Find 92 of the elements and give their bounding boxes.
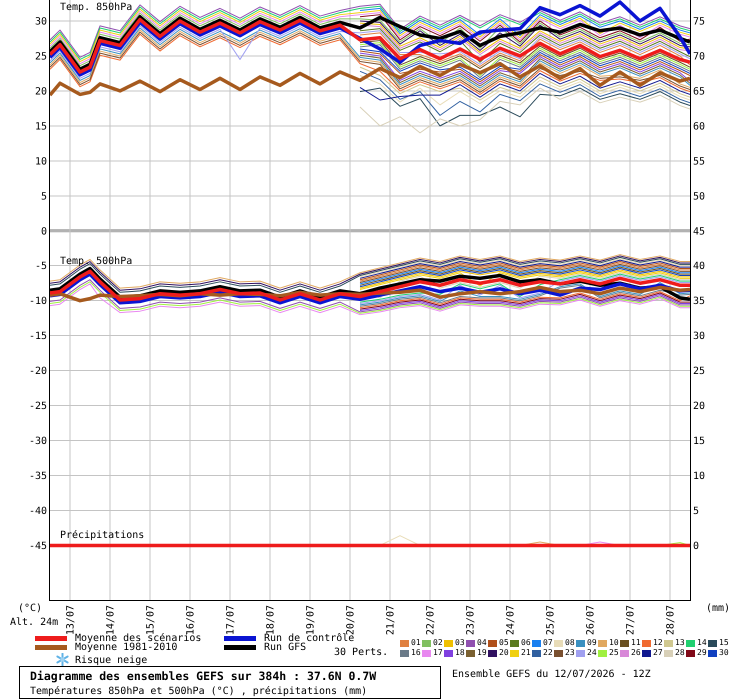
y2-tick-label: 25 — [693, 366, 706, 378]
legend-label: 26 — [631, 648, 641, 657]
legend-label: 24 — [587, 648, 597, 657]
x-tick-label: 28/07 — [665, 605, 676, 636]
legend-label: 27 — [653, 648, 663, 657]
legend-label: 09 — [587, 638, 597, 647]
y-tick-label: -45 — [28, 540, 47, 552]
y2-axis-title: (mm) — [706, 603, 730, 614]
y2-tick-label: 75 — [693, 16, 706, 28]
legend-label: 01 — [411, 638, 421, 647]
y2-tick-label: 10 — [693, 471, 706, 482]
text: Températures 850hPa et 500hPa (°C) , précipitations (mm) — [30, 686, 368, 697]
x-tick-label: 22/07 — [425, 605, 436, 636]
text: Ensemble GEFS du 12/07/2026 - 12Z — [452, 669, 651, 680]
x-tick-label: 24/07 — [505, 605, 516, 636]
y2-tick-label: 15 — [693, 436, 706, 448]
legend-label: 30 — [719, 648, 729, 657]
y-tick-label: -10 — [28, 296, 47, 308]
y-tick-label: 20 — [34, 86, 47, 98]
y-tick-label: -30 — [28, 436, 47, 448]
legend-label: 25 — [609, 648, 619, 657]
x-tick-label: 27/07 — [625, 605, 636, 636]
y-tick-label: -20 — [28, 366, 47, 378]
legend-label: 29 — [697, 648, 707, 657]
y2-tick-label: 0 — [693, 540, 700, 552]
legend-label: 05 — [499, 638, 509, 647]
x-tick-label: 25/07 — [545, 605, 556, 636]
legend-label: 08 — [565, 638, 575, 647]
annotation: Temp. 500hPa — [60, 256, 132, 267]
x-tick-label: 21/07 — [385, 605, 396, 636]
legend-label: 16 — [411, 648, 421, 657]
x-tick-label: 13/07 — [65, 605, 76, 636]
legend-label: 19 — [477, 648, 487, 657]
legend-label: 03 — [455, 638, 465, 647]
y-tick-label: -40 — [28, 506, 47, 517]
annotation: Temp. 850hPa — [60, 2, 132, 13]
x-tick-label: 23/07 — [465, 605, 476, 636]
text: Diagramme des ensembles GEFS sur 384h : 37.6N 0.7W — [30, 669, 376, 683]
legend-label: 11 — [631, 638, 641, 647]
y-tick-label: 0 — [40, 226, 47, 238]
annotation: Précipitations — [60, 530, 144, 541]
y2-tick-label: 55 — [693, 156, 706, 168]
legend-label: 06 — [521, 638, 531, 647]
legend-label: Moyenne des scénarios — [75, 633, 202, 644]
legend-label: 17 — [433, 648, 443, 657]
y2-tick-label: 20 — [693, 401, 706, 412]
legend-label: 12 — [653, 638, 663, 647]
y-tick-label: -35 — [28, 471, 47, 482]
y-tick-label: 5 — [40, 191, 47, 202]
y2-tick-label: 50 — [693, 191, 706, 202]
x-tick-label: 16/07 — [185, 605, 196, 636]
legend-label: 15 — [719, 638, 729, 647]
y2-tick-label: 5 — [693, 506, 700, 517]
y-tick-label: 15 — [34, 121, 47, 132]
legend-label: 13 — [675, 638, 685, 647]
y2-tick-label: 65 — [693, 86, 706, 98]
y2-tick-label: 30 — [693, 331, 706, 342]
y-tick-label: 10 — [34, 156, 47, 168]
legend-label: 04 — [477, 638, 487, 647]
y-tick-label: -15 — [28, 331, 47, 342]
legend-label: 02 — [433, 638, 443, 647]
x-tick-label: 19/07 — [305, 605, 316, 636]
legend-label: 28 — [675, 648, 685, 657]
legend-label: 20 — [499, 648, 509, 657]
y2-tick-label: 60 — [693, 121, 706, 132]
legend-label: 07 — [543, 638, 553, 647]
y2-tick-label: 45 — [693, 226, 706, 238]
text: 30 Perts. — [334, 647, 388, 658]
y-tick-label: 25 — [34, 51, 47, 62]
y2-tick-label: 35 — [693, 296, 706, 308]
text: Alt. 24m — [10, 617, 58, 628]
x-tick-label: 26/07 — [585, 605, 596, 636]
y2-tick-label: 40 — [693, 261, 706, 272]
x-tick-label: 20/07 — [345, 605, 356, 636]
legend-label: 18 — [455, 648, 465, 657]
y-axis-title: (°C) — [18, 603, 42, 614]
legend-label: 22 — [543, 648, 553, 657]
x-tick-label: 15/07 — [145, 605, 156, 636]
legend-label: 10 — [609, 638, 619, 647]
legend-label: 21 — [521, 648, 531, 657]
legend-label: Run de contrôle — [264, 633, 354, 644]
legend-label: Moyenne 1981-2010 — [75, 642, 178, 653]
x-tick-label: 14/07 — [105, 605, 116, 636]
x-tick-label: 17/07 — [225, 605, 236, 636]
y2-tick-label: 70 — [693, 51, 706, 62]
y-tick-label: 30 — [34, 16, 47, 28]
y-tick-label: -25 — [28, 401, 47, 412]
legend-label: 23 — [565, 648, 575, 657]
legend-label: 14 — [697, 638, 707, 647]
text: Risque neige — [75, 655, 148, 666]
legend-label: Run GFS — [264, 642, 306, 653]
y-tick-label: -5 — [34, 261, 47, 272]
